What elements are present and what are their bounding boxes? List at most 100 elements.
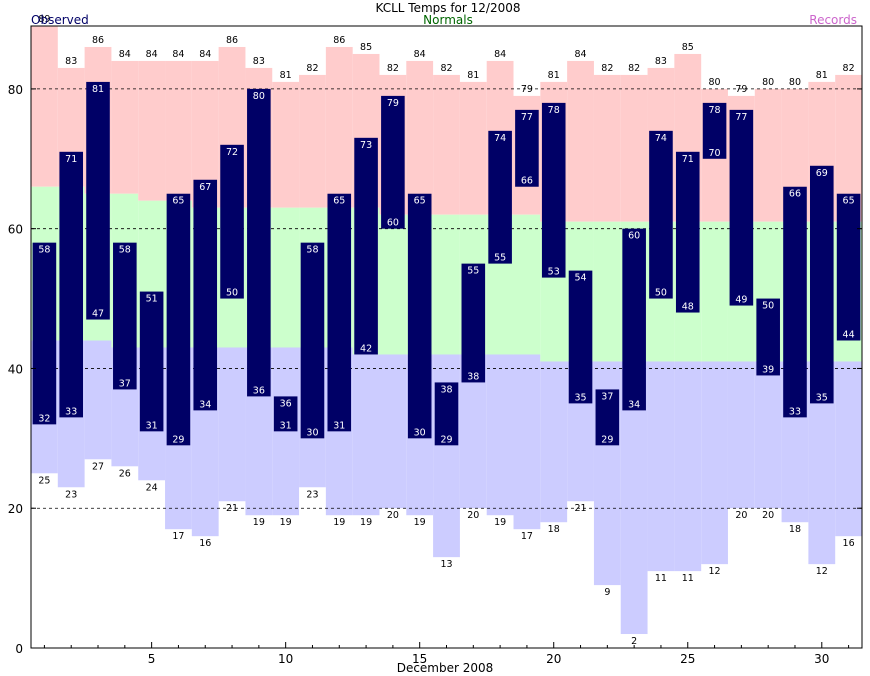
observed-low-label-day-20: 53 <box>548 267 560 278</box>
record-low-label-day-9: 19 <box>253 517 265 528</box>
record-high-band-day-4 <box>111 60 139 194</box>
record-high-band-day-11 <box>299 74 326 208</box>
record-low-label-day-7: 16 <box>199 538 211 549</box>
observed-low-label-day-27: 49 <box>735 295 747 306</box>
record-low-label-day-4: 26 <box>119 468 131 479</box>
observed-high-label-day-1: 58 <box>38 245 50 256</box>
record-high-label-day-22: 82 <box>601 63 613 74</box>
observed-bar-day-4 <box>113 242 137 390</box>
record-high-label-day-3: 86 <box>92 35 104 46</box>
record-low-label-day-11: 23 <box>306 489 318 500</box>
observed-low-label-day-31: 44 <box>843 329 855 340</box>
record-low-label-day-10: 19 <box>280 517 292 528</box>
observed-low-label-day-9: 36 <box>253 385 265 396</box>
observed-low-label-day-16: 29 <box>440 434 452 445</box>
record-low-label-day-1: 25 <box>38 475 50 486</box>
record-high-band-day-12 <box>325 46 353 208</box>
record-low-label-day-21: 21 <box>574 503 586 514</box>
observed-high-label-day-16: 38 <box>440 384 452 395</box>
observed-layer <box>32 81 861 446</box>
record-high-label-day-17: 81 <box>467 70 479 81</box>
normal-band-day-22 <box>593 221 621 362</box>
record-high-label-day-19: 79 <box>521 84 533 95</box>
x-tick-label-25: 25 <box>680 652 695 666</box>
record-low-label-day-2: 23 <box>65 489 77 500</box>
record-high-band-day-22 <box>593 74 621 222</box>
record-low-label-day-16: 13 <box>440 559 452 570</box>
observed-low-label-day-15: 30 <box>414 427 426 438</box>
record-low-band-day-20 <box>540 361 568 523</box>
record-high-label-day-8: 86 <box>226 35 238 46</box>
observed-high-label-day-4: 58 <box>119 245 131 256</box>
record-low-label-day-18: 19 <box>494 517 506 528</box>
record-high-band-day-23 <box>620 74 648 222</box>
record-low-label-day-15: 19 <box>414 517 426 528</box>
observed-bar-day-3 <box>86 81 110 320</box>
record-low-label-day-20: 18 <box>548 524 560 535</box>
record-low-label-day-12: 19 <box>333 517 345 528</box>
record-high-band-day-15 <box>406 60 434 215</box>
normal-band-day-14 <box>379 214 407 355</box>
observed-high-label-day-15: 65 <box>414 196 426 207</box>
observed-low-label-day-11: 30 <box>306 427 318 438</box>
normal-band-day-16 <box>433 214 460 355</box>
grid-layer <box>31 88 862 509</box>
observed-high-label-day-8: 72 <box>226 147 238 158</box>
observed-bar-day-30 <box>809 165 834 404</box>
normal-band-day-19 <box>513 214 541 355</box>
observed-bar-day-17 <box>461 263 486 383</box>
observed-bar-day-28 <box>756 298 780 376</box>
observed-low-label-day-26: 70 <box>709 148 721 159</box>
observed-low-label-day-25: 48 <box>682 302 694 313</box>
y-tick-label-40: 40 <box>8 362 23 376</box>
record-high-label-day-7: 84 <box>199 49 211 60</box>
record-low-label-day-8: 21 <box>226 503 238 514</box>
record-high-label-day-25: 85 <box>682 42 694 53</box>
record-low-band-day-3 <box>84 340 112 460</box>
record-low-band-day-28 <box>754 361 782 509</box>
record-high-band-day-10 <box>272 81 300 208</box>
observed-bar-day-24 <box>649 130 673 299</box>
record-low-label-day-17: 20 <box>467 510 479 521</box>
record-low-band-day-25 <box>674 361 702 572</box>
record-low-label-day-14: 20 <box>387 510 399 521</box>
observed-low-label-day-10: 31 <box>280 420 292 431</box>
record-high-label-day-6: 84 <box>172 49 184 60</box>
record-high-band-day-17 <box>459 81 487 215</box>
observed-high-label-day-3: 81 <box>92 84 104 95</box>
observed-high-label-day-21: 54 <box>574 273 586 284</box>
record-high-label-day-14: 82 <box>387 63 399 74</box>
observed-bar-day-16 <box>434 382 459 446</box>
observed-bar-day-8 <box>220 144 244 299</box>
observed-high-label-day-24: 74 <box>655 133 667 144</box>
observed-low-label-day-1: 32 <box>38 413 50 424</box>
observed-bar-day-11 <box>300 242 325 439</box>
observed-bar-day-19 <box>515 109 539 187</box>
record-low-label-day-13: 19 <box>360 517 372 528</box>
record-high-label-day-20: 81 <box>548 70 560 81</box>
record-high-label-day-26: 80 <box>709 77 721 88</box>
observed-low-label-day-17: 38 <box>467 371 479 382</box>
record-low-label-day-19: 17 <box>521 531 533 542</box>
observed-bar-day-9 <box>247 88 271 397</box>
observed-high-label-day-7: 67 <box>199 182 211 193</box>
record-low-label-day-26: 12 <box>709 566 721 577</box>
record-high-band-day-6 <box>165 60 192 201</box>
observed-high-label-day-30: 69 <box>816 168 828 179</box>
record-low-band-day-26 <box>701 361 728 565</box>
observed-low-label-day-21: 35 <box>574 392 586 403</box>
record-low-band-day-14 <box>379 354 407 509</box>
observed-bar-day-13 <box>354 137 378 355</box>
record-high-band-day-5 <box>138 60 166 201</box>
observed-low-label-day-30: 35 <box>816 392 828 403</box>
observed-low-label-day-4: 37 <box>119 378 131 389</box>
x-tick-label-5: 5 <box>148 652 156 666</box>
observed-high-label-day-18: 74 <box>494 133 506 144</box>
record-low-band-day-8 <box>218 347 246 502</box>
legend-records: Records <box>809 13 857 27</box>
observed-low-label-day-19: 66 <box>521 176 533 187</box>
observed-bar-day-26 <box>702 102 727 159</box>
x-tick-label-15: 15 <box>412 652 427 666</box>
observed-high-label-day-11: 58 <box>306 245 318 256</box>
observed-low-label-day-2: 33 <box>65 406 77 417</box>
